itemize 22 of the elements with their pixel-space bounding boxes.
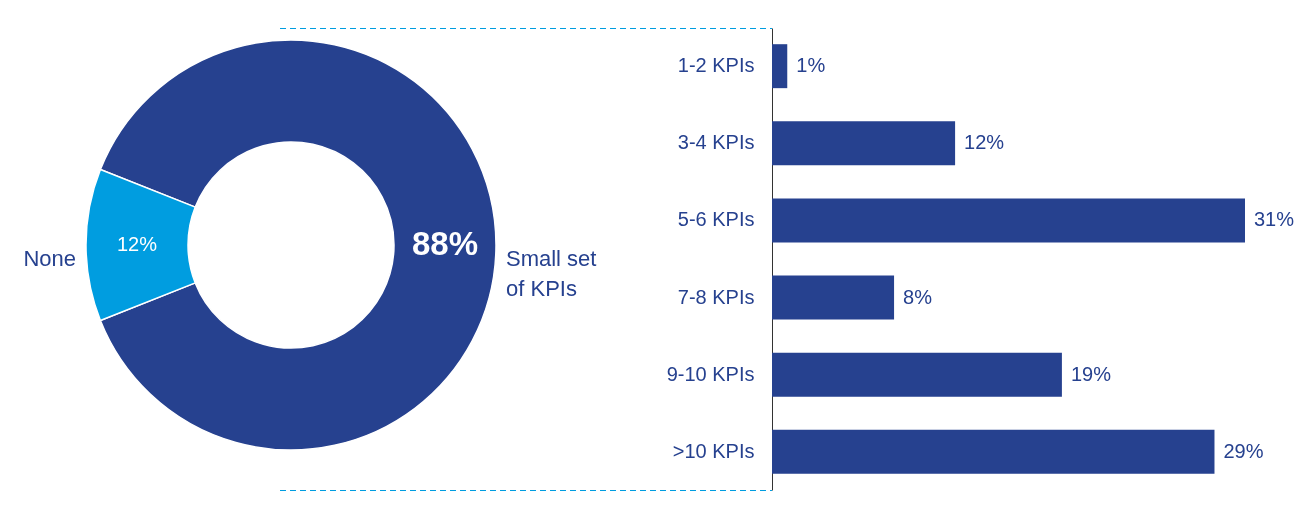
y-tick-label: >10 KPIs xyxy=(672,439,755,462)
data-label: 12% xyxy=(116,233,158,255)
data-label: 8% xyxy=(903,285,933,308)
y-tick-label: 7-8 KPIs xyxy=(677,285,755,308)
data-label: 29% xyxy=(1223,439,1264,462)
bar xyxy=(772,44,788,89)
y-tick-label: 1-2 KPIs xyxy=(677,54,755,77)
y-tick-label: 9-10 KPIs xyxy=(666,362,755,385)
slice-label: Small set of KPIs xyxy=(506,246,597,301)
slice-label: None xyxy=(23,246,76,271)
y-tick-label: 3-4 KPIs xyxy=(677,131,755,154)
data-label: 31% xyxy=(1254,208,1295,231)
bar xyxy=(772,121,956,166)
bar xyxy=(772,198,1245,243)
bar xyxy=(772,352,1062,397)
data-label: 12% xyxy=(964,131,1005,154)
data-label: 88% xyxy=(411,225,479,262)
bar xyxy=(772,275,895,320)
data-label: 19% xyxy=(1070,362,1112,385)
data-label: 1% xyxy=(796,54,826,77)
bar xyxy=(772,429,1215,474)
y-tick-label: 5-6 KPIs xyxy=(677,208,755,231)
